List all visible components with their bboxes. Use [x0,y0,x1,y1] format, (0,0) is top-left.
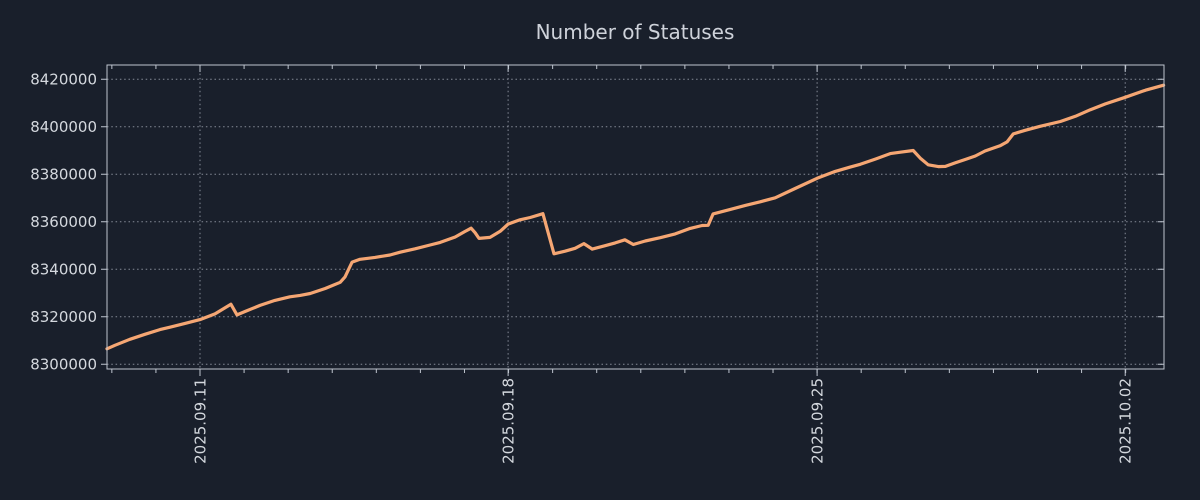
chart-title: Number of Statuses [536,20,735,44]
y-tick-label: 8300000 [30,355,97,373]
x-tick-label: 2025.10.02 [1117,378,1135,464]
x-tick-label: 2025.09.25 [809,378,827,464]
y-tick-label: 8320000 [30,308,97,326]
y-tick-label: 8340000 [30,260,97,278]
y-tick-label: 8360000 [30,213,97,231]
x-tick-label: 2025.09.18 [500,378,518,464]
plot-area: 8300000 8320000 8340000 8360000 8380000 84000… [30,64,1166,464]
axis-labels: 8300000 8320000 8340000 8360000 8380000 84000… [30,70,1135,463]
plot-frame [106,64,1165,370]
axis-ticks [101,65,1164,376]
y-tick-label: 8380000 [30,165,97,183]
statuses-series-line [105,83,1166,351]
y-tick-label: 8400000 [30,118,97,136]
y-tick-label: 8420000 [30,70,97,88]
gridlines [107,65,1164,369]
x-tick-label: 2025.09.11 [192,378,210,464]
